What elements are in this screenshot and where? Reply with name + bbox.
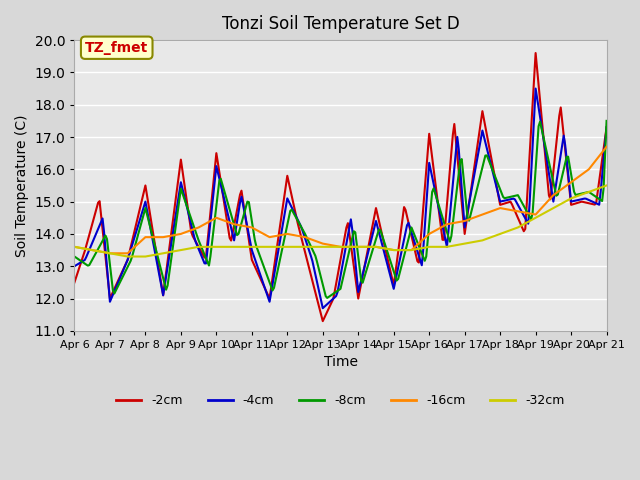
-8cm xyxy=(85,262,93,268)
-2cm xyxy=(603,124,611,130)
-2cm xyxy=(170,213,177,219)
-4cm xyxy=(404,220,412,226)
-16cm xyxy=(70,244,78,250)
Line: -2cm: -2cm xyxy=(74,53,607,321)
-4cm xyxy=(70,264,78,269)
Y-axis label: Soil Temperature (C): Soil Temperature (C) xyxy=(15,114,29,257)
-8cm xyxy=(375,227,383,232)
-4cm xyxy=(170,227,177,232)
-4cm xyxy=(85,247,93,253)
-8cm xyxy=(170,240,177,245)
-16cm xyxy=(85,247,93,252)
-2cm xyxy=(541,145,548,151)
-4cm xyxy=(541,142,548,148)
-8cm xyxy=(70,253,78,259)
-2cm xyxy=(85,232,93,238)
-16cm xyxy=(539,204,547,209)
-16cm xyxy=(106,251,114,256)
-32cm xyxy=(603,182,611,188)
-16cm xyxy=(375,244,383,250)
Legend: -2cm, -4cm, -8cm, -16cm, -32cm: -2cm, -4cm, -8cm, -16cm, -32cm xyxy=(111,389,570,412)
Text: TZ_fmet: TZ_fmet xyxy=(85,41,148,55)
-4cm xyxy=(319,305,326,311)
Line: -4cm: -4cm xyxy=(74,89,607,308)
-2cm xyxy=(70,279,78,285)
-32cm xyxy=(124,253,131,259)
-2cm xyxy=(532,50,540,56)
-8cm xyxy=(539,132,547,138)
-16cm xyxy=(603,144,611,150)
-2cm xyxy=(375,218,383,224)
Title: Tonzi Soil Temperature Set D: Tonzi Soil Temperature Set D xyxy=(221,15,460,33)
-4cm xyxy=(532,86,540,92)
-2cm xyxy=(393,260,401,266)
Line: -16cm: -16cm xyxy=(74,147,607,253)
-8cm xyxy=(603,118,611,124)
-32cm xyxy=(70,244,78,250)
-8cm xyxy=(404,236,412,242)
-16cm xyxy=(393,247,401,253)
-32cm xyxy=(85,247,93,252)
-2cm xyxy=(404,220,412,226)
-2cm xyxy=(319,318,326,324)
-16cm xyxy=(404,247,412,253)
-8cm xyxy=(323,295,331,301)
-32cm xyxy=(393,247,401,253)
Line: -32cm: -32cm xyxy=(74,185,607,256)
-8cm xyxy=(393,277,401,283)
-32cm xyxy=(404,247,412,253)
-4cm xyxy=(375,229,383,235)
-32cm xyxy=(539,211,547,216)
-4cm xyxy=(393,272,401,277)
-4cm xyxy=(603,124,611,130)
-32cm xyxy=(375,244,383,250)
Line: -8cm: -8cm xyxy=(74,121,607,298)
-16cm xyxy=(171,232,179,238)
X-axis label: Time: Time xyxy=(323,355,358,370)
-32cm xyxy=(171,248,179,254)
